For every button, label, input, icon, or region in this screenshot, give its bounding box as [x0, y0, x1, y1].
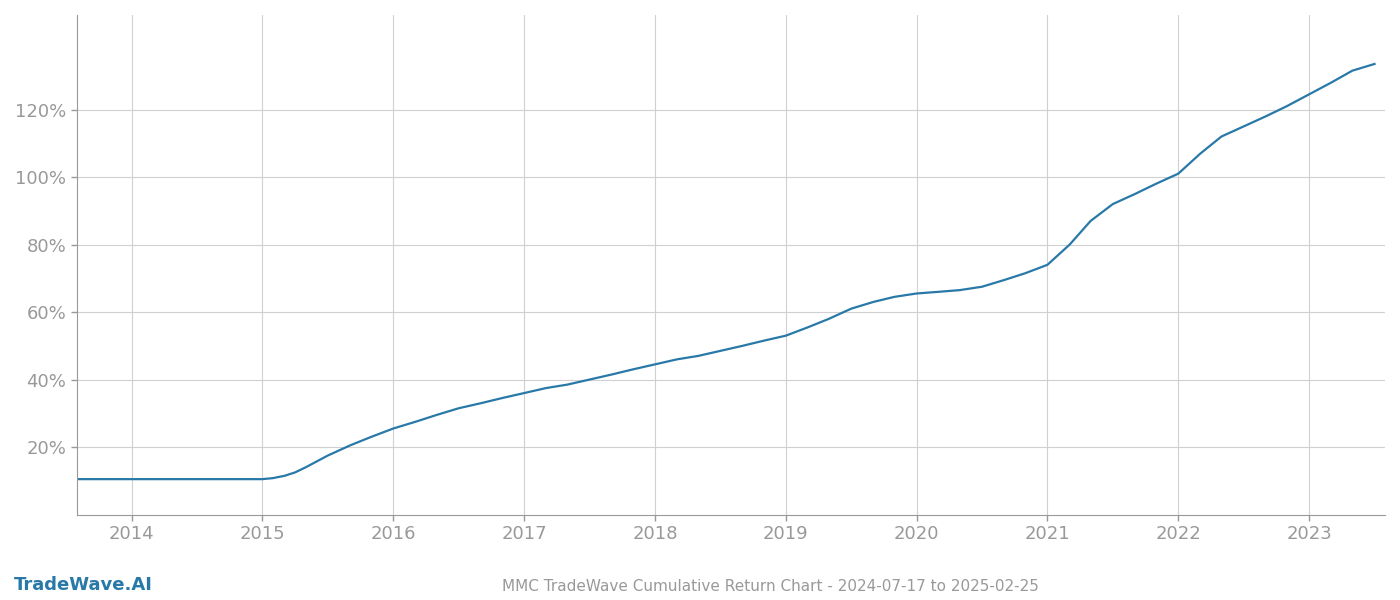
Text: TradeWave.AI: TradeWave.AI [14, 576, 153, 594]
Text: MMC TradeWave Cumulative Return Chart - 2024-07-17 to 2025-02-25: MMC TradeWave Cumulative Return Chart - … [501, 579, 1039, 594]
